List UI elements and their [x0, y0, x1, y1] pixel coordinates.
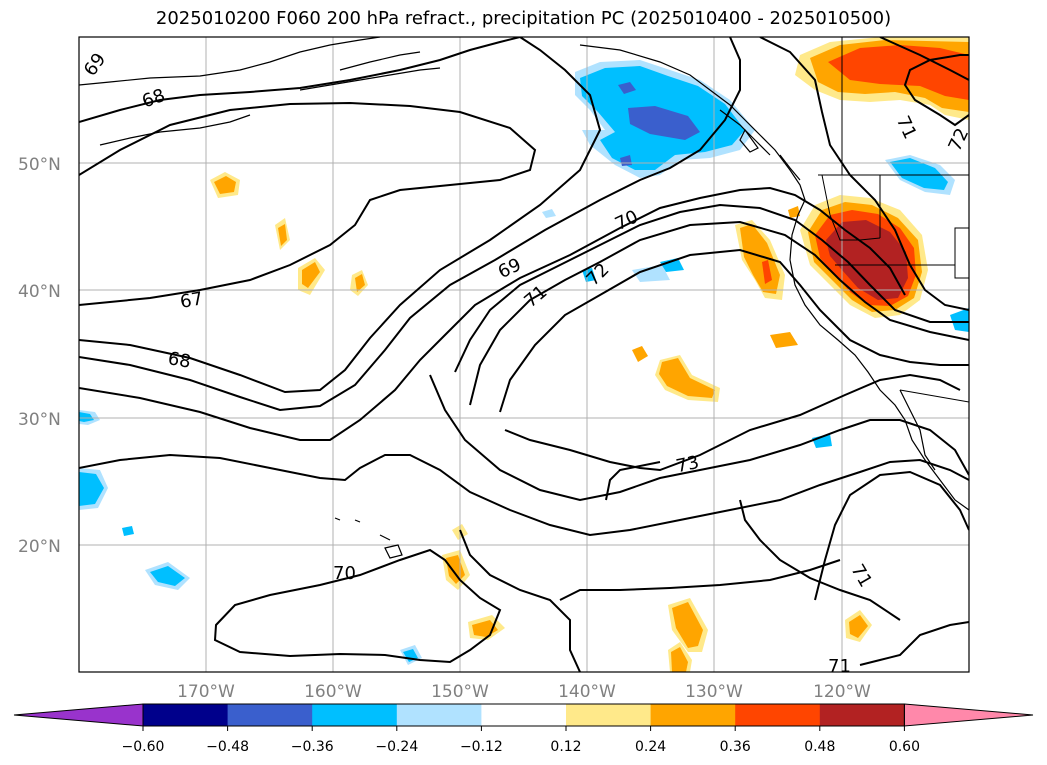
contour-label: 68	[166, 348, 192, 373]
lon-label: 170°W	[177, 682, 235, 702]
borders	[818, 37, 969, 403]
precip-positive-region	[762, 260, 772, 284]
precip-negative-region	[79, 548, 90, 564]
contour-label: 73	[674, 452, 701, 477]
colorbar-segment	[227, 704, 313, 726]
colorbar-segment	[143, 704, 229, 726]
precip-negative-region	[582, 268, 596, 282]
precip-negative-region	[618, 82, 636, 94]
contour-label: 67	[178, 288, 204, 313]
lat-label: 50°N	[18, 155, 61, 175]
lon-label: 120°W	[813, 682, 871, 702]
precip-negative-region	[812, 434, 832, 448]
precip-negative-region	[79, 472, 104, 506]
lat-label: 20°N	[18, 537, 61, 557]
precip-negative-region	[122, 526, 134, 536]
contour-label: 71	[828, 656, 851, 677]
contour-label: 70	[333, 563, 356, 584]
colorbar-segment	[396, 704, 482, 726]
coastlines	[79, 37, 969, 559]
colorbar-tick-label: −0.48	[206, 739, 249, 755]
precip-negative-region	[950, 308, 969, 332]
precip-positive-region	[849, 615, 868, 638]
precip-negative-region	[628, 106, 700, 140]
map-area[interactable]	[79, 37, 969, 672]
precip-negative-region	[632, 265, 670, 282]
precip-positive-region	[770, 332, 798, 348]
precip-positive-region	[788, 206, 800, 218]
lat-label: 30°N	[18, 410, 61, 430]
chart-title: 2025010200 F060 200 hPa refract., precip…	[155, 8, 892, 29]
precip-positive-region	[214, 176, 236, 194]
precip-positive-region	[632, 346, 648, 362]
colorbar-tick-label: 0.48	[804, 739, 835, 755]
precip-positive-region	[672, 602, 703, 648]
colorbar-tick-label: −0.60	[122, 739, 165, 755]
precip-positive-region	[355, 274, 365, 292]
latitude-labels: 50°N 40°N 30°N 20°N	[18, 155, 61, 557]
precip-negative-region	[79, 412, 94, 422]
precip-positive-region	[302, 262, 320, 288]
colorbar-tick-label: −0.36	[291, 739, 334, 755]
colorbar-tick-label: 0.36	[720, 739, 751, 755]
colorbar-segment	[481, 704, 567, 726]
lon-label: 150°W	[431, 682, 489, 702]
lon-label: 160°W	[304, 682, 362, 702]
refractivity-contours	[79, 37, 969, 672]
precip-positive-region	[659, 358, 715, 398]
colorbar-segment	[735, 704, 821, 726]
precip-negative-region	[660, 258, 684, 272]
lon-label: 140°W	[558, 682, 616, 702]
lat-label: 40°N	[18, 282, 61, 302]
colorbar-segment	[650, 704, 736, 726]
colorbar-tick-label: −0.12	[460, 739, 503, 755]
lon-label: 130°W	[685, 682, 743, 702]
graticule	[79, 37, 969, 672]
colorbar-tick-label: 0.24	[635, 739, 666, 755]
colorbar-extend-high	[903, 703, 1034, 727]
longitude-labels: 170°W 160°W 150°W 140°W 130°W 120°W	[177, 682, 871, 702]
precip-negative-region	[150, 566, 185, 586]
colorbar-frame	[142, 703, 905, 727]
precip-positive-region	[278, 224, 287, 246]
colorbar: −0.60 −0.48 −0.36 −0.24 −0.12 0.12 0.24 0.36 0.4…	[13, 703, 1034, 755]
colorbar-extend-low	[13, 703, 144, 727]
colorbar-tick-label: 0.60	[889, 739, 920, 755]
colorbar-tick-label: −0.24	[375, 739, 418, 755]
precip-negative-region	[890, 158, 948, 190]
map-frame	[78, 36, 970, 673]
colorbar-segment	[819, 704, 905, 726]
colorbar-tick-label: 0.12	[550, 739, 581, 755]
precip-positive-region	[671, 647, 688, 672]
colorbar-segment	[312, 704, 398, 726]
precip-negative-region	[542, 209, 556, 218]
colorbar-segment	[566, 704, 652, 726]
